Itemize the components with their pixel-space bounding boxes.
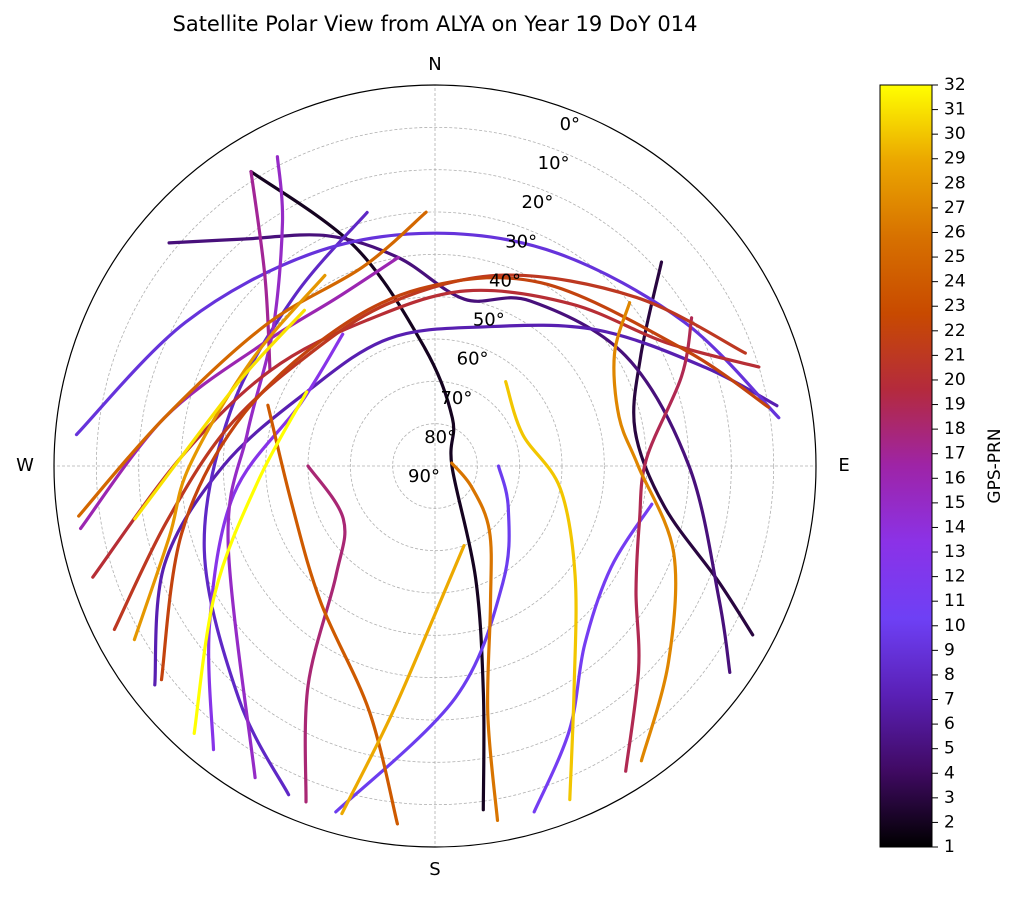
satellite-track-prn-31 [133, 308, 306, 521]
colorbar-tick-label: 30 [944, 124, 966, 144]
elevation-tick-label: 60° [457, 349, 489, 370]
colorbar-tick-label: 4 [944, 763, 955, 783]
satellite-track-prn-16 [79, 255, 400, 531]
colorbar-tick-label: 9 [944, 640, 955, 660]
elevation-grid-circle [95, 126, 775, 806]
satellite-track-prn-19 [624, 316, 694, 773]
direction-label-w: W [16, 455, 34, 476]
satellite-tracks [74, 155, 781, 826]
colorbar-tick-label: 6 [944, 714, 955, 734]
colorbar-tick-label: 31 [944, 100, 966, 120]
colorbar-tick-label: 12 [944, 567, 966, 587]
polar-grid [54, 85, 816, 847]
colorbar-tick-label: 23 [944, 296, 966, 316]
colorbar-tick-label: 15 [944, 493, 966, 513]
satellite-track-prn-28 [132, 273, 327, 642]
colorbar-tick-label: 20 [944, 370, 966, 390]
colorbar-tick-label: 5 [944, 739, 955, 759]
satellite-track-prn-32 [192, 390, 309, 735]
satellite-track-prn-2 [249, 170, 486, 812]
satellite-track-prn-10 [334, 464, 511, 814]
satellite-track-prn-8 [202, 210, 369, 797]
satellite-track-prn-3 [632, 260, 755, 637]
direction-label-e: E [838, 455, 849, 476]
satellite-track-prn-5 [167, 233, 732, 674]
colorbar-tick-label: 10 [944, 616, 966, 636]
satellite-track-prn-7 [153, 323, 779, 687]
colorbar-tick-label: 14 [944, 517, 966, 537]
horizon-circle [53, 84, 817, 848]
elevation-tick-label: 30° [505, 231, 537, 252]
colorbar-tick-label: 25 [944, 247, 966, 267]
elevation-tick-label: 0° [560, 114, 580, 135]
elevation-grid-circle [349, 380, 521, 552]
colorbar-tick-label: 27 [944, 198, 966, 218]
colorbar-tick-label: 26 [944, 222, 966, 242]
colorbar-tick-label: 16 [944, 468, 966, 488]
colorbar-tick-label: 1 [944, 837, 955, 857]
colorbar-tick-label: 13 [944, 542, 966, 562]
colorbar-tick-label: 2 [944, 812, 955, 832]
colorbar-gradient [879, 84, 933, 848]
colorbar-tick-label: 8 [944, 665, 955, 685]
satellite-track-prn-25 [77, 210, 428, 518]
satellite-track-prn-22 [159, 276, 771, 682]
direction-label-n: N [428, 54, 441, 75]
colorbar-tick-label: 18 [944, 419, 966, 439]
colorbar: 1234567891011121314151617181920212223242… [879, 75, 1005, 857]
satellite-track-prn-11 [532, 502, 654, 814]
satellite-track-prn-13 [207, 332, 345, 752]
elevation-tick-labels: 0° 10° 20° 30° 40° 50° 60° 70° 80° 90° [408, 114, 580, 487]
elevation-tick-label: 40° [489, 270, 521, 291]
colorbar-tick-label: 7 [944, 690, 955, 710]
satellite-track-prn-18 [303, 464, 347, 804]
colorbar-tick-label: 28 [944, 173, 966, 193]
elevation-tick-label: 10° [538, 153, 570, 174]
colorbar-tick-label: 24 [944, 272, 966, 292]
direction-labels: N E S W [16, 54, 850, 880]
satellite-track-prn-30 [504, 380, 578, 802]
elevation-tick-label: 50° [473, 310, 505, 331]
satellite-track-prn-24 [266, 403, 399, 826]
elevation-tick-label: 80° [424, 427, 456, 448]
satellite-track-prn-9 [74, 231, 781, 437]
colorbar-tick-label: 29 [944, 149, 966, 169]
satellite-track-prn-21 [112, 273, 747, 631]
colorbar-ticks: 1234567891011121314151617181920212223242… [932, 75, 966, 857]
satellite-track-prn-29 [340, 544, 466, 816]
colorbar-tick-label: 32 [944, 75, 966, 95]
polar-frame [53, 84, 817, 848]
direction-label-s: S [429, 859, 440, 880]
colorbar-tick-label: 22 [944, 321, 966, 341]
colorbar-tick-label: 3 [944, 788, 955, 808]
elevation-tick-label: 20° [521, 192, 553, 213]
chart-title: Satellite Polar View from ALYA on Year 1… [172, 12, 698, 36]
elevation-tick-label: 90° [408, 466, 440, 487]
satellite-track-prn-27 [612, 301, 678, 763]
elevation-tick-label: 70° [440, 388, 472, 409]
colorbar-tick-label: 21 [944, 345, 966, 365]
colorbar-label: GPS-PRN [985, 428, 1005, 503]
colorbar-tick-label: 17 [944, 444, 966, 464]
satellite-track-prn-15 [226, 155, 285, 780]
colorbar-tick-label: 19 [944, 395, 966, 415]
satellite-track-prn-26 [450, 461, 500, 822]
colorbar-tick-label: 11 [944, 591, 966, 611]
